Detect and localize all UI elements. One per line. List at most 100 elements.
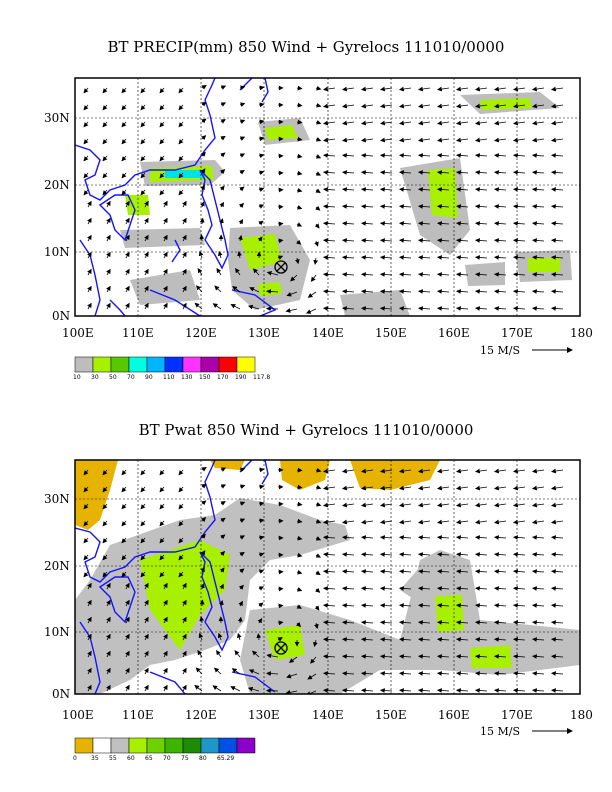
wind-vector	[323, 535, 336, 540]
colorbar-swatch	[110, 737, 130, 754]
wind-vector	[551, 603, 564, 608]
wind-vector	[551, 289, 564, 294]
wind-vector	[513, 688, 526, 693]
wind-vector	[277, 255, 284, 260]
wind-vector	[418, 519, 431, 525]
wind-vector	[418, 289, 431, 294]
wind-vector	[551, 671, 564, 676]
wind-vector	[380, 120, 393, 126]
wind-vector	[219, 567, 225, 573]
wind-vector	[178, 155, 184, 162]
wind-vector	[102, 87, 108, 94]
wind-vector	[234, 650, 241, 658]
wind-vector	[418, 569, 431, 574]
wind-vector	[125, 302, 130, 310]
wind-vector	[342, 620, 355, 625]
wind-vector	[399, 86, 412, 92]
wind-vector	[288, 656, 298, 663]
wind-vector	[323, 306, 336, 311]
wind-vector	[178, 138, 184, 145]
wind-vector	[475, 654, 488, 659]
wind-vector	[399, 204, 412, 209]
wind-vector	[83, 87, 89, 94]
wind-vector	[140, 469, 146, 476]
wind-vector	[342, 502, 355, 508]
wind-vector	[239, 568, 245, 574]
wind-vector	[361, 204, 374, 209]
wind-vector	[380, 671, 393, 676]
wind-vector	[513, 187, 526, 192]
wind-vector	[532, 552, 545, 557]
x-tick: 140E	[312, 326, 344, 340]
wind-vector	[106, 650, 111, 658]
wind-vector	[551, 221, 564, 226]
wind-vector	[532, 272, 545, 277]
wind-vector	[182, 285, 187, 293]
wind-vector	[437, 204, 450, 209]
wind-vector	[313, 639, 318, 648]
wind-vector	[361, 120, 374, 126]
wind-vector	[83, 189, 89, 196]
wind-vector	[361, 153, 374, 158]
wind-vector	[178, 537, 184, 544]
colorbar-swatch	[146, 356, 166, 373]
scale-label: 15 M/S	[480, 344, 520, 357]
wind-vector	[342, 137, 355, 143]
wind-vector	[437, 103, 450, 109]
wind-vector	[121, 469, 127, 476]
wind-vector	[342, 688, 355, 693]
wind-vector	[323, 204, 336, 209]
wind-vector	[361, 654, 374, 659]
wind-vector	[178, 486, 184, 493]
wind-vector	[551, 238, 564, 243]
wind-vector	[106, 217, 111, 225]
colorbar-label: 55	[109, 755, 117, 762]
wind-vector	[125, 268, 130, 276]
colorbar-swatch	[200, 356, 220, 373]
wind-vector	[380, 137, 393, 143]
wind-vector	[494, 289, 507, 294]
wind-vector	[296, 119, 303, 125]
wind-vector	[178, 571, 184, 578]
wind-vector	[220, 135, 226, 141]
wind-vector	[475, 552, 488, 557]
y-tick: 0N	[52, 309, 70, 323]
wind-vector	[125, 251, 130, 259]
colorbar-swatch	[92, 737, 112, 754]
wind-vector	[475, 620, 488, 625]
wind-vector	[513, 535, 526, 540]
wind-vector	[551, 137, 564, 143]
wind-vector	[178, 172, 184, 179]
colorbar-label: 80	[199, 755, 207, 762]
wind-vector	[323, 137, 336, 143]
colorbar-label: 60	[127, 755, 135, 762]
wind-vector	[475, 603, 488, 608]
colorbar-label: 110	[163, 374, 175, 381]
wind-vector	[258, 119, 265, 125]
wind-vector	[456, 485, 469, 491]
wind-vector	[216, 267, 222, 276]
colorbar-label: 170	[217, 374, 229, 381]
wind-vector	[513, 637, 526, 642]
wind-vector	[201, 500, 207, 506]
wind-vector	[315, 137, 322, 142]
wind-vector	[163, 650, 168, 658]
panel2-axis-labels: 30N 20N 10N 0N 100E 110E 120E 130E 140E …	[44, 492, 593, 722]
wind-vector	[323, 170, 336, 175]
wind-vector	[140, 155, 146, 162]
wind-vector	[437, 586, 450, 591]
wind-vector	[551, 502, 564, 508]
x-tick: 150E	[375, 326, 407, 340]
wind-vector	[236, 632, 242, 641]
colorbar-swatch	[164, 737, 184, 754]
wind-vector	[310, 274, 317, 282]
wind-vector	[399, 654, 412, 659]
panel1-gyre-marker	[274, 260, 288, 274]
wind-vector	[494, 671, 507, 676]
wind-vector	[418, 688, 431, 693]
wind-vector	[197, 649, 203, 658]
wind-vector	[159, 104, 165, 111]
wind-vector	[513, 519, 526, 525]
wind-vector	[418, 86, 431, 92]
wind-vector	[102, 520, 108, 527]
